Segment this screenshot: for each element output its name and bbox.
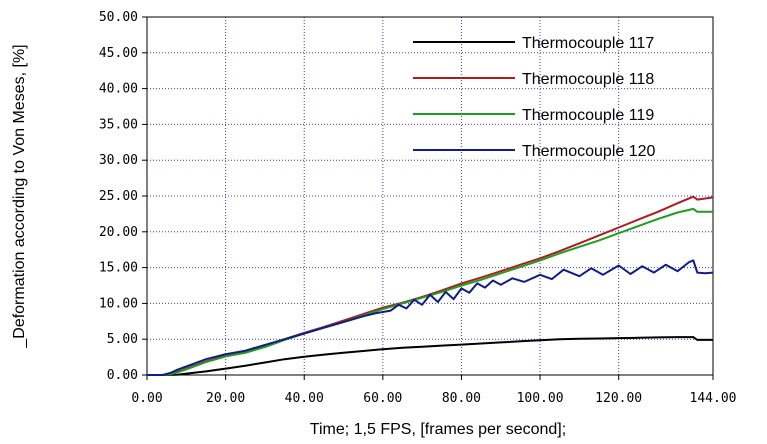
x-tick-label: 60.00 <box>363 391 402 406</box>
y-axis-title-prefix: _ <box>11 338 28 349</box>
y-tick-label: 40.00 <box>99 82 138 97</box>
series-line-thermocouple-119 <box>147 207 713 376</box>
y-tick-label: 30.00 <box>99 153 138 168</box>
x-axis-title: Time; 1,5 FPS, [frames per second]; <box>310 421 566 438</box>
y-axis-title-group: _Deformation according to Von Meses, [%] <box>11 44 28 348</box>
series-line-thermocouple-117 <box>147 336 713 376</box>
y-axis-title-text: Deformation according to Von Meses, [%] <box>11 44 28 338</box>
x-tick-label: 0.00 <box>131 391 162 406</box>
x-axis-ticks: 0.00 20.00 40.00 60.00 80.00 100.00 120.00 144.… <box>131 375 736 406</box>
x-tick-label: 144.00 <box>690 391 737 406</box>
legend-label: Thermocouple 118 <box>522 71 654 88</box>
y-tick-label: 10.00 <box>99 296 138 311</box>
x-tick-label: 120.00 <box>595 391 642 406</box>
series-line-thermocouple-120 <box>147 259 714 376</box>
x-tick-label: 20.00 <box>206 391 245 406</box>
y-tick-label: 35.00 <box>99 117 138 132</box>
y-tick-label: 45.00 <box>99 46 138 61</box>
x-tick-label: 40.00 <box>285 391 324 406</box>
legend-label: Thermocouple 119 <box>522 107 654 124</box>
y-tick-label: 5.00 <box>107 332 138 347</box>
y-tick-label: 20.00 <box>99 225 138 240</box>
y-tick-label: 0.00 <box>107 368 138 383</box>
series-line-thermocouple-118 <box>147 195 714 376</box>
y-axis-title: _Deformation according to Von Meses, [%] <box>11 44 28 348</box>
x-tick-label: 80.00 <box>442 391 481 406</box>
y-tick-label: 25.00 <box>99 189 138 204</box>
y-axis-ticks: 0.00 5.00 10.00 15.00 20.00 25.00 30.00 35.00 40… <box>99 10 147 383</box>
x-tick-label: 100.00 <box>517 391 564 406</box>
grid <box>147 17 713 375</box>
y-tick-label: 15.00 <box>99 261 138 276</box>
legend: Thermocouple 117 Thermocouple 118 Thermoco… <box>413 35 656 160</box>
series-lines <box>147 195 714 376</box>
legend-label: Thermocouple 117 <box>522 35 654 52</box>
y-tick-label: 50.00 <box>99 10 138 25</box>
legend-label: Thermocouple 120 <box>522 143 656 160</box>
